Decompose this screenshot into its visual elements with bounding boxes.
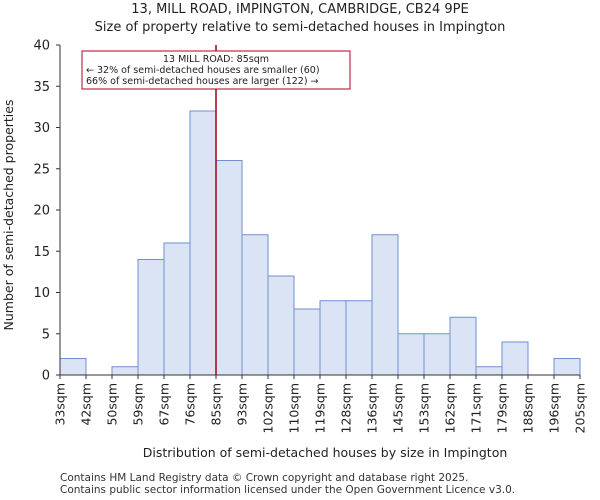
y-tick-label: 35 xyxy=(33,80,50,95)
x-tick-label: 179sqm xyxy=(495,383,510,433)
y-tick-label: 5 xyxy=(42,327,50,342)
histogram-bar xyxy=(163,242,191,376)
x-tick-label: 85sqm xyxy=(209,383,224,426)
histogram-bar xyxy=(111,366,139,376)
footer-copyright: Contains HM Land Registry data © Crown c… xyxy=(60,472,469,484)
histogram-bar xyxy=(423,333,451,376)
x-tick-label: 42sqm xyxy=(79,383,94,426)
x-tick-label: 50sqm xyxy=(105,383,120,426)
y-tick-label: 10 xyxy=(33,286,50,301)
y-tick-label: 15 xyxy=(33,245,50,260)
x-tick-label: 205sqm xyxy=(573,383,588,433)
x-tick-label: 196sqm xyxy=(547,383,562,433)
x-tick-label: 110sqm xyxy=(287,383,302,433)
x-axis-title: Distribution of semi-detached houses by … xyxy=(143,445,508,460)
chart-title-line2: Size of property relative to semi-detach… xyxy=(94,20,506,35)
histogram-bar xyxy=(241,234,269,376)
histogram-bar xyxy=(371,234,399,376)
x-tick-label: 153sqm xyxy=(417,383,432,433)
x-tick-label: 33sqm xyxy=(53,383,68,426)
annotation-smaller-text: ← 32% of semi-detached houses are smalle… xyxy=(86,65,320,76)
x-tick-label: 162sqm xyxy=(443,383,458,433)
histogram-bar xyxy=(345,300,373,376)
y-axis-title: Number of semi-detached properties xyxy=(1,100,16,331)
histogram-bar xyxy=(449,316,477,376)
histogram-bar xyxy=(475,366,503,376)
histogram-bar xyxy=(59,358,87,376)
histogram-bar xyxy=(397,333,425,376)
x-tick-label: 145sqm xyxy=(391,383,406,433)
chart-title-line1: 13, MILL ROAD, IMPINGTON, CAMBRIDGE, CB2… xyxy=(131,2,469,17)
histogram-bar xyxy=(319,300,347,376)
x-tick-label: 67sqm xyxy=(157,383,172,426)
annotation-title: 13 MILL ROAD: 85sqm xyxy=(163,54,269,65)
histogram-bar xyxy=(137,259,165,376)
y-tick-label: 40 xyxy=(33,39,50,54)
histogram-bar xyxy=(293,308,321,376)
x-tick-label: 136sqm xyxy=(365,383,380,433)
x-tick-label: 119sqm xyxy=(313,383,328,433)
y-tick-label: 0 xyxy=(42,369,50,384)
x-tick-label: 76sqm xyxy=(183,383,198,426)
x-tick-label: 188sqm xyxy=(521,383,536,433)
histogram-bar xyxy=(501,341,529,376)
x-tick-label: 128sqm xyxy=(339,383,354,433)
histogram-bar xyxy=(189,110,217,376)
y-tick-label: 30 xyxy=(33,121,50,136)
annotation-larger-text: 66% of semi-detached houses are larger (… xyxy=(86,76,319,87)
histogram-bar xyxy=(215,160,243,376)
x-tick-label: 102sqm xyxy=(261,383,276,433)
y-tick-label: 20 xyxy=(33,204,50,219)
x-tick-label: 93sqm xyxy=(235,383,250,426)
y-tick-label: 25 xyxy=(33,162,50,177)
footer-licence: Contains public sector information licen… xyxy=(60,484,516,496)
x-tick-label: 59sqm xyxy=(131,383,146,426)
x-tick-label: 171sqm xyxy=(469,383,484,433)
histogram-bar xyxy=(267,275,295,376)
annotation-box xyxy=(81,50,351,90)
histogram-bar xyxy=(553,358,581,376)
